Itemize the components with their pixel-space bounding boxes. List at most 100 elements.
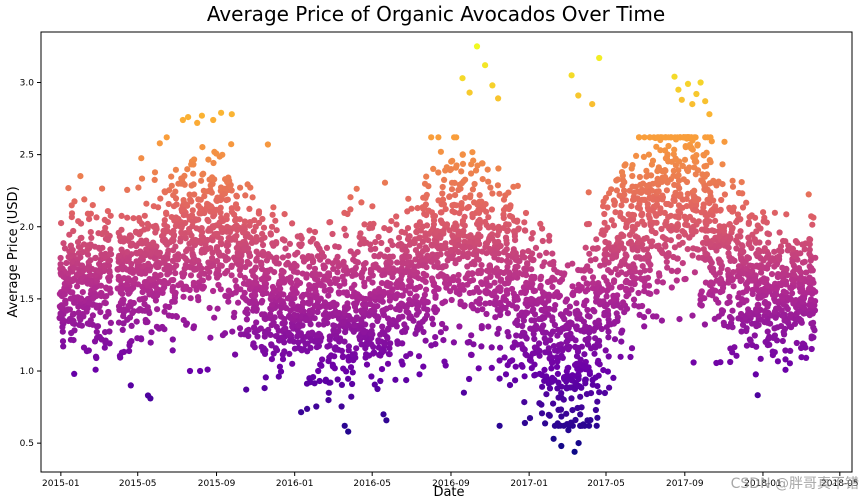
data-point <box>267 231 274 238</box>
data-point <box>233 244 240 251</box>
data-point <box>736 290 743 297</box>
data-point <box>217 204 224 211</box>
data-point <box>204 216 211 223</box>
data-point <box>187 295 194 302</box>
data-point <box>455 271 462 279</box>
data-point <box>186 191 193 198</box>
data-point <box>124 277 131 284</box>
data-point <box>628 203 635 210</box>
data-point <box>501 354 508 361</box>
data-point <box>107 212 114 219</box>
data-point <box>798 344 805 352</box>
data-point <box>491 300 498 308</box>
data-point <box>620 232 627 239</box>
data-point <box>69 246 76 254</box>
data-point-low <box>127 382 134 389</box>
data-point <box>224 267 231 275</box>
data-point <box>659 196 666 203</box>
data-point-high <box>185 114 192 121</box>
data-point <box>629 273 636 280</box>
data-point <box>349 380 356 388</box>
data-point <box>279 356 287 363</box>
data-point <box>168 182 175 189</box>
data-point <box>172 253 179 260</box>
data-point <box>555 379 562 386</box>
data-point <box>761 245 768 252</box>
data-point <box>796 280 803 287</box>
data-point <box>691 134 698 141</box>
data-point <box>643 246 651 253</box>
data-point <box>677 209 684 217</box>
data-point <box>386 345 393 352</box>
data-point <box>329 230 336 238</box>
data-point <box>319 356 326 363</box>
data-point <box>551 306 558 313</box>
data-point <box>528 317 535 324</box>
data-point <box>780 237 787 245</box>
data-point <box>779 294 786 301</box>
data-point <box>253 255 260 262</box>
data-point <box>89 312 96 319</box>
data-point <box>135 307 142 314</box>
data-point <box>656 210 663 217</box>
data-point <box>491 279 498 286</box>
data-point <box>362 321 369 328</box>
data-point <box>199 277 206 284</box>
data-point <box>466 289 473 297</box>
data-point <box>703 234 710 241</box>
data-point <box>500 196 508 203</box>
data-point <box>698 302 705 309</box>
data-point <box>377 251 384 258</box>
data-point <box>151 255 158 262</box>
data-point <box>483 250 490 257</box>
data-point <box>381 225 388 232</box>
data-point <box>324 343 331 350</box>
data-point <box>627 353 634 361</box>
data-point <box>457 298 464 305</box>
data-point <box>402 246 409 254</box>
data-point <box>583 264 590 271</box>
data-point <box>182 230 189 237</box>
data-point <box>334 276 341 283</box>
data-point <box>627 280 634 287</box>
data-point <box>679 260 686 267</box>
data-point <box>153 224 160 231</box>
data-point <box>556 278 564 285</box>
data-point-high <box>466 89 473 96</box>
data-point <box>277 285 284 292</box>
data-point <box>379 271 386 279</box>
data-point <box>423 173 430 180</box>
data-point <box>258 299 265 306</box>
data-point <box>102 224 109 231</box>
data-point <box>703 162 710 169</box>
data-point <box>620 299 627 306</box>
data-point <box>419 262 426 269</box>
data-point <box>513 332 520 339</box>
data-point <box>381 179 389 186</box>
data-point <box>530 256 537 263</box>
data-point <box>743 287 750 294</box>
data-point <box>423 286 430 293</box>
data-point <box>404 225 412 232</box>
data-point <box>729 256 736 263</box>
data-point <box>95 230 102 237</box>
data-point <box>430 165 437 172</box>
data-point <box>315 331 322 338</box>
data-point <box>690 217 697 224</box>
data-point <box>707 279 715 286</box>
data-point <box>431 288 438 295</box>
data-point <box>496 422 503 429</box>
data-point <box>58 220 65 227</box>
data-point <box>655 188 662 195</box>
data-point <box>693 152 700 159</box>
data-point <box>179 273 186 280</box>
data-point <box>258 236 265 243</box>
data-point <box>518 362 525 369</box>
data-point <box>116 252 123 259</box>
data-point <box>618 338 625 345</box>
data-point <box>605 312 612 319</box>
data-point <box>652 229 659 237</box>
data-point <box>297 345 304 353</box>
data-point <box>801 246 808 253</box>
data-point <box>574 365 581 373</box>
